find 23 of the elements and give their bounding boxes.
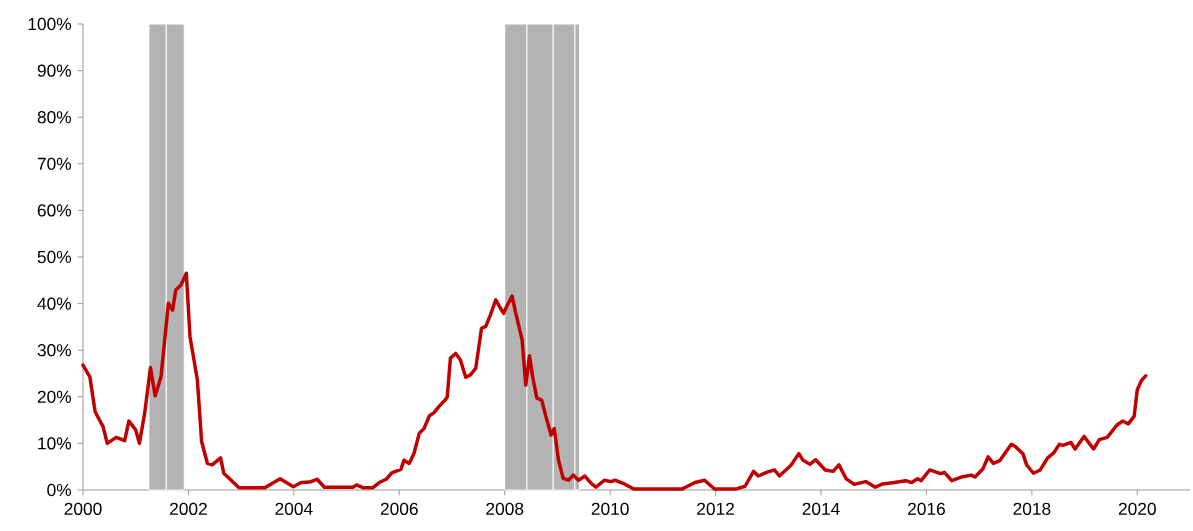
line-series — [81, 271, 1148, 491]
y-tick-label: 30% — [37, 344, 72, 357]
x-tick-label: 2006 — [380, 502, 418, 515]
x-tick-label: 2014 — [802, 502, 840, 515]
x-tick-label: 2010 — [591, 502, 629, 515]
x-tick-label: 2016 — [908, 502, 945, 515]
y-tick-label: 100% — [28, 17, 72, 31]
y-tick-label: 90% — [37, 64, 72, 77]
x-tick-label: 2020 — [1118, 502, 1156, 515]
y-tick-label: 10% — [38, 437, 72, 450]
y-tick-label: 0% — [47, 483, 72, 497]
y-tick-label: 50% — [37, 250, 72, 264]
x-tick-label: 2004 — [275, 502, 313, 515]
y-tick-label: 70% — [37, 157, 72, 170]
x-tick-label: 2012 — [697, 502, 734, 515]
x-tick-label: 2008 — [486, 502, 524, 515]
x-tick-label: 2018 — [1013, 502, 1051, 515]
y-tick-label: 60% — [37, 204, 72, 217]
x-tick-label: 2002 — [170, 502, 207, 515]
y-tick-label: 80% — [37, 111, 72, 124]
x-tick-label: 2000 — [64, 502, 102, 515]
y-tick-label: 40% — [37, 297, 72, 310]
y-tick-label: 20% — [37, 390, 72, 403]
